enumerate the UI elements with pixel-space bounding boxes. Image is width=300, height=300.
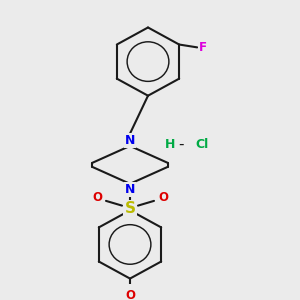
Text: O: O bbox=[125, 289, 135, 300]
Text: N: N bbox=[125, 134, 135, 147]
Text: N: N bbox=[125, 183, 135, 196]
Text: H: H bbox=[165, 137, 175, 151]
Text: O: O bbox=[158, 190, 168, 204]
Text: S: S bbox=[124, 201, 136, 216]
Text: Cl: Cl bbox=[195, 137, 208, 151]
Text: -: - bbox=[178, 136, 184, 152]
Text: F: F bbox=[199, 41, 207, 54]
Text: O: O bbox=[92, 190, 102, 204]
